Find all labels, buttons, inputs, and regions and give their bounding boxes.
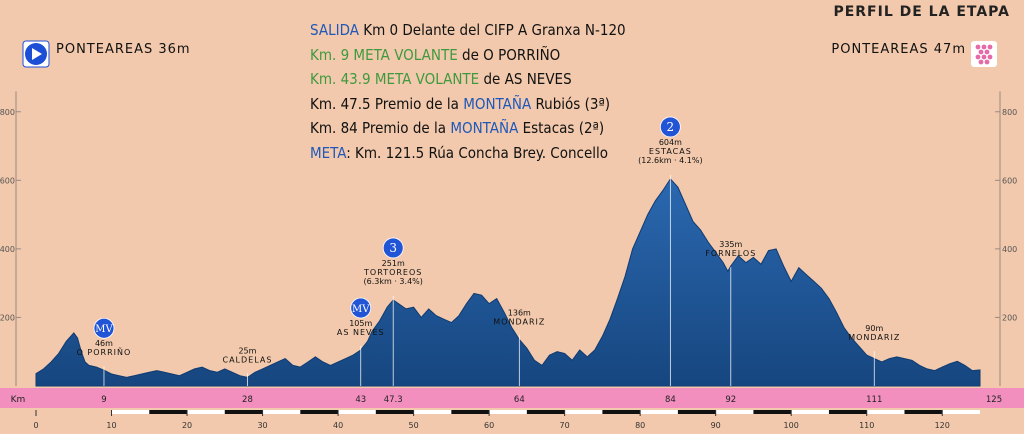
x-tick-label: 120 [935, 421, 950, 430]
km-marker: 28 [242, 395, 253, 405]
kom-badge-icon [382, 237, 404, 259]
scale-segment [602, 410, 641, 414]
x-tick-label: 60 [484, 421, 494, 430]
info-line-meta: META: Km. 121.5 Rúa Concha Brey. Concell… [310, 143, 609, 162]
km-marker: 64 [514, 395, 525, 405]
scale-segment [526, 410, 565, 414]
altitude-label: 136m [508, 308, 531, 317]
y-tick-label: 200 [1002, 313, 1017, 322]
x-tick-label: 30 [257, 421, 267, 430]
y-tick-label: 400 [0, 245, 15, 254]
y-tick-label: 400 [1002, 245, 1017, 254]
info-line-mv1: Km. 9 META VOLANTE de O PORRIÑO [310, 45, 561, 64]
scale-segment [942, 410, 980, 414]
x-tick-label: 100 [784, 421, 799, 430]
x-tick-label: 50 [409, 421, 419, 430]
info-line-kom3: Km. 47.5 Premio de la MONTAÑA Rubiós (3ª… [310, 94, 611, 113]
scale-segment [224, 410, 263, 414]
badge-label: MV [95, 324, 113, 335]
km-scale: 0 10 20 30 40 50 60 70 80 90 100 110 120 [33, 410, 980, 430]
km-marker: 125 [986, 395, 1002, 405]
climb-label: (12.6km · 4.1%) [638, 156, 702, 165]
start-label: PONTEAREAS 36m [56, 42, 191, 57]
scale-segment [111, 410, 150, 414]
place-label: ESTACAS [649, 147, 692, 156]
scale-segment [413, 410, 452, 414]
altitude-label: 251m [382, 259, 405, 268]
scale-segment [375, 410, 414, 414]
altitude-label: 25m [238, 346, 256, 355]
y-tick-label: 800 [0, 108, 15, 117]
x-tick-label: 90 [711, 421, 721, 430]
place-label: O PORRIÑO [77, 347, 132, 357]
x-tick-label: 110 [859, 421, 874, 430]
scale-segment [262, 410, 301, 414]
km-marker: 9 [101, 395, 106, 405]
km-marker: 84 [665, 395, 676, 405]
km-marker: 92 [725, 395, 736, 405]
place-label: MONDARIZ [848, 333, 900, 342]
sprint-badge-icon [93, 317, 115, 339]
y-tick-label: 200 [0, 313, 15, 322]
altitude-label: 46m [95, 339, 113, 348]
badge-label: MV [352, 304, 370, 315]
km-band-title: Km [11, 395, 26, 405]
badge-label: 3 [389, 241, 397, 255]
scale-segment [904, 410, 943, 414]
scale-segment [828, 410, 867, 414]
scale-segment [640, 410, 678, 414]
scale-segment [753, 410, 792, 414]
y-tick-label: 600 [1002, 176, 1017, 185]
scale-segment [489, 410, 527, 414]
place-label: TORTOREOS [363, 268, 422, 277]
km-band: Km 9 28 43 47.3 64 84 92 111 125 [0, 388, 1024, 408]
badge-label: 2 [667, 120, 675, 134]
km-marker: 47.3 [384, 395, 403, 405]
y-tick-label: 600 [0, 176, 15, 185]
info-line-kom2: Km. 84 Premio de la MONTAÑA Estacas (2ª) [310, 119, 605, 137]
scale-segment [149, 410, 188, 414]
place-label: MONDARIZ [493, 317, 545, 326]
scale-segment [300, 410, 339, 414]
climb-label: (6.3km · 3.4%) [364, 277, 423, 286]
x-tick-label: 10 [106, 421, 116, 430]
km-marker: 43 [355, 395, 366, 405]
x-tick-label: 80 [635, 421, 645, 430]
altitude-label: 105m [349, 319, 372, 328]
y-axes: 200 400 600 800 200 400 600 800 [0, 91, 1017, 386]
scale-segment [866, 410, 905, 414]
finish-flag-icon [971, 41, 997, 67]
x-tick-label: 0 [33, 421, 38, 430]
scale-segment [791, 410, 829, 414]
altitude-label: 335m [719, 240, 742, 249]
kom-badge-icon [659, 116, 681, 138]
place-label: FORNELOS [705, 249, 756, 258]
x-tick-label: 70 [560, 421, 570, 430]
scale-segment [187, 410, 225, 414]
x-tick-label: 40 [333, 421, 343, 430]
stage-info: SALIDA Km 0 Delante del CIFP A Granxa N-… [310, 18, 626, 165]
y-tick-label: 800 [1002, 108, 1017, 117]
scale-segment [677, 410, 716, 414]
scale-segment [564, 410, 603, 414]
start-flag-icon [22, 40, 50, 68]
info-line-mv2: Km. 43.9 META VOLANTE de AS NEVES [310, 70, 572, 88]
info-line-salida: SALIDA Km 0 Delante del CIFP A Granxa N-… [310, 21, 626, 39]
scale-segment [451, 410, 490, 414]
altitude-label: 90m [865, 324, 883, 333]
altitude-label: 604m [659, 138, 682, 147]
km-marker: 111 [866, 395, 882, 405]
sprint-badge-icon [350, 297, 372, 319]
elevation-area [35, 178, 981, 387]
scale-segment [715, 410, 754, 414]
scale-segment [338, 410, 376, 414]
chart-title: PERFIL DE LA ETAPA [833, 4, 1010, 20]
place-label: AS NEVES [337, 328, 385, 337]
km-band-bar [0, 388, 1024, 408]
place-label: CALDELAS [222, 355, 272, 364]
x-tick-label: 20 [182, 421, 192, 430]
finish-label: PONTEAREAS 47m [831, 42, 966, 57]
